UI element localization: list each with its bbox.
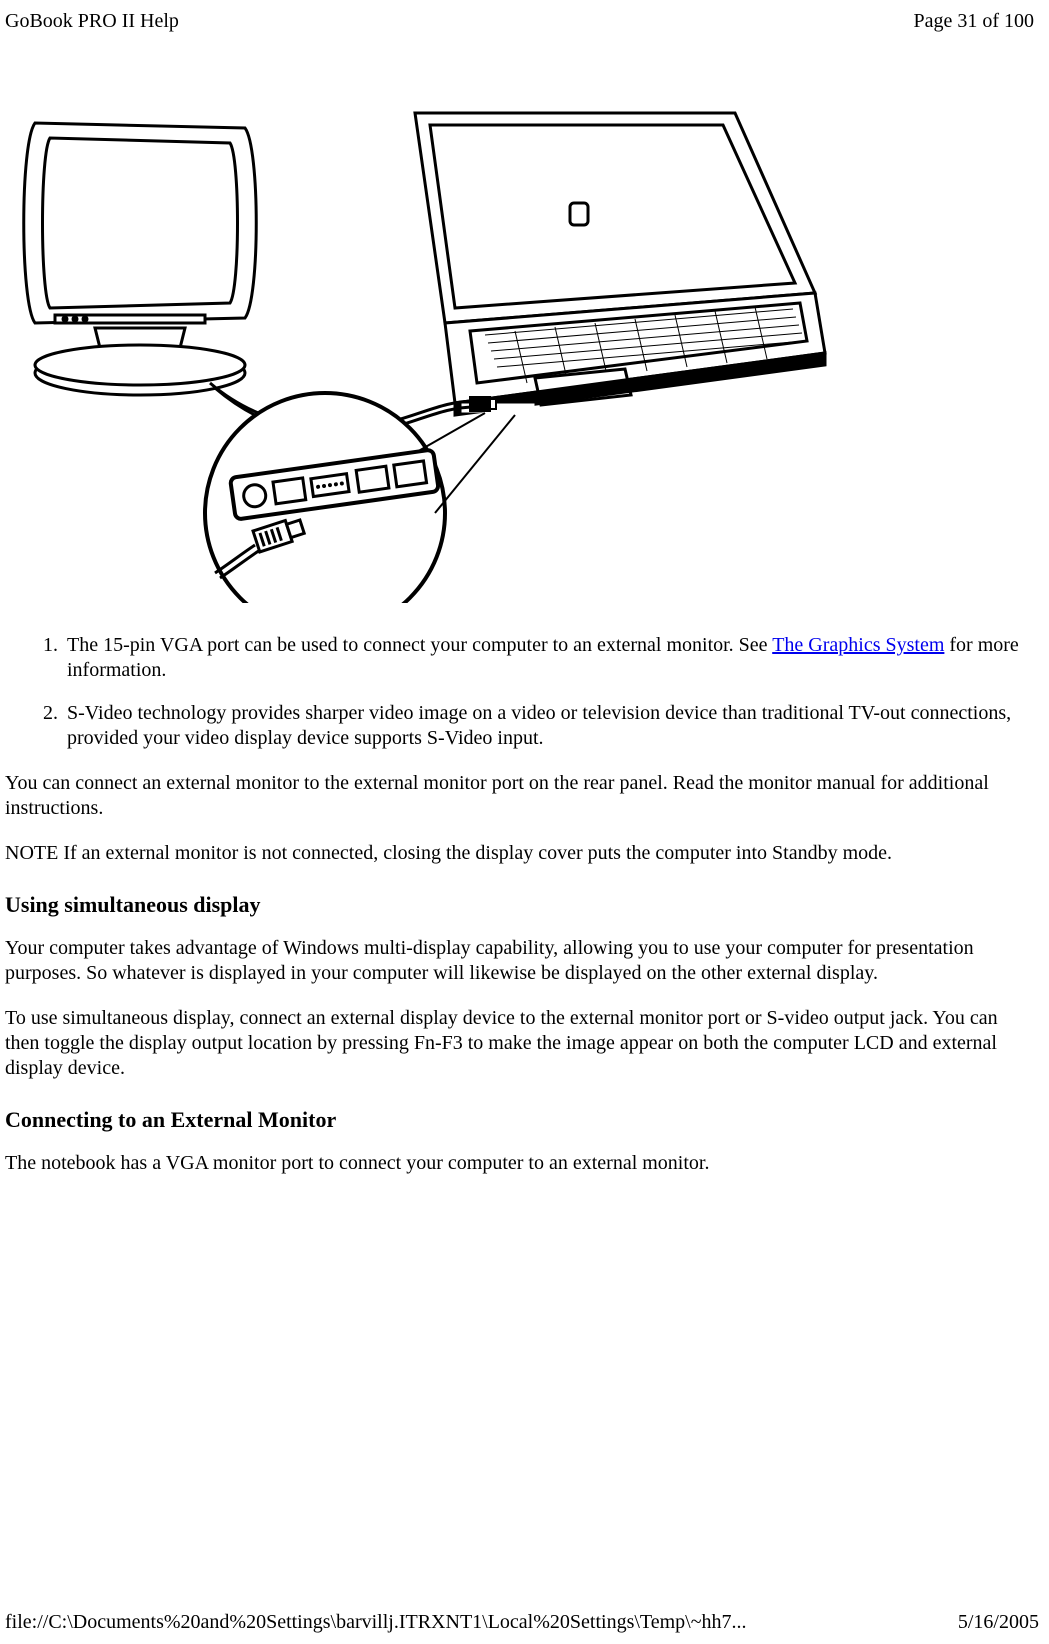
heading-simultaneous-display: Using simultaneous display [5,892,1034,918]
connection-diagram [15,83,1034,603]
graphics-system-link[interactable]: The Graphics System [772,634,944,656]
page-header: GoBook PRO II Help Page 31 of 100 [5,10,1034,33]
numbered-list: The 15-pin VGA port can be used to conne… [5,633,1034,751]
footer-right: 5/16/2005 [958,1611,1039,1634]
list-item-1-prefix: The 15-pin VGA port can be used to conne… [67,634,772,656]
header-left: GoBook PRO II Help [5,10,179,33]
paragraph: You can connect an external monitor to t… [5,771,1034,821]
paragraph: Your computer takes advantage of Windows… [5,936,1034,986]
paragraph: The notebook has a VGA monitor port to c… [5,1151,1034,1176]
list-item: The 15-pin VGA port can be used to conne… [63,633,1034,683]
paragraph: To use simultaneous display, connect an … [5,1006,1034,1081]
footer-left: file://C:\Documents%20and%20Settings\bar… [5,1611,747,1634]
note-paragraph: NOTE If an external monitor is not conne… [5,841,1034,866]
header-right: Page 31 of 100 [913,10,1034,33]
list-item: S-Video technology provides sharper vide… [63,701,1034,751]
heading-external-monitor: Connecting to an External Monitor [5,1107,1034,1133]
page-footer: file://C:\Documents%20and%20Settings\bar… [5,1611,1039,1634]
